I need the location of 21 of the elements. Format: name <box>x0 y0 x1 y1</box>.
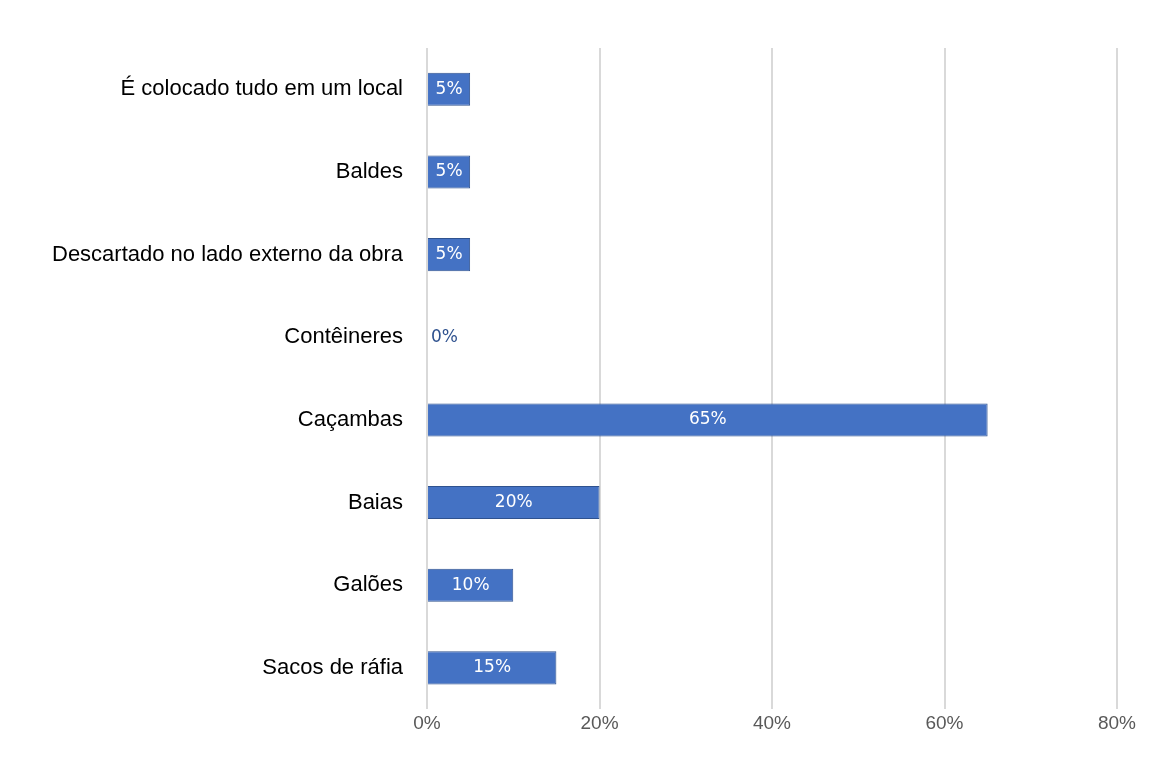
y-tick-label: Caçambas <box>297 405 404 431</box>
x-tick-label: 60% <box>925 711 964 733</box>
y-tick-label: Baldes <box>335 158 404 184</box>
x-tick-label: 0% <box>413 711 441 733</box>
y-tick-label: Sacos de ráfia <box>262 653 404 679</box>
x-tick-label: 20% <box>580 711 619 733</box>
data-label: 10% <box>451 573 490 594</box>
data-label: 20% <box>494 491 533 511</box>
x-tick-label: 80% <box>1097 711 1137 733</box>
y-tick-label: Galões <box>333 571 404 597</box>
data-label: 5% <box>435 160 463 181</box>
y-tick-label: É colocado tudo em um local <box>120 75 404 101</box>
data-label: 65% <box>688 408 727 429</box>
y-tick-label: Descartado no lado externo da obra <box>52 240 404 266</box>
x-tick-label: 40% <box>752 711 792 733</box>
data-label: 0% <box>431 325 458 346</box>
data-label: 15% <box>473 656 512 677</box>
data-label: 5% <box>435 77 463 98</box>
y-tick-label: Contêineres <box>284 323 404 349</box>
y-tick-label: Baias <box>347 488 404 514</box>
data-label: 5% <box>435 243 463 264</box>
